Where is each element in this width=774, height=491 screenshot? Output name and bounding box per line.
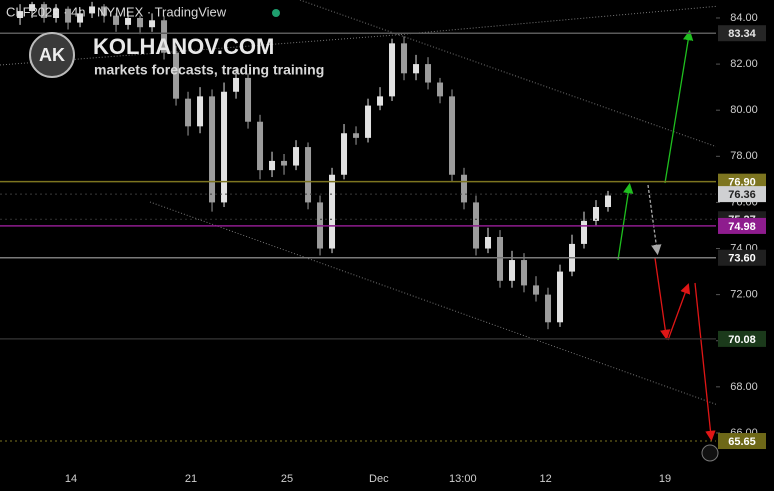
- y-tick-label: 84.00: [730, 12, 758, 24]
- candle-body: [41, 4, 48, 18]
- arrow-up: [667, 283, 691, 341]
- candle-body: [281, 160, 288, 166]
- candle-body: [29, 4, 36, 12]
- x-tick-label: 19: [659, 473, 671, 485]
- level-box: [718, 173, 766, 190]
- arrows: [617, 29, 716, 442]
- candle-body: [77, 13, 84, 23]
- y-tick-label: 72.00: [730, 289, 758, 301]
- y-tick-label: 68.00: [730, 381, 758, 393]
- candle-body: [125, 17, 132, 25]
- candle-body: [113, 15, 120, 25]
- candle-body: [149, 20, 156, 28]
- candle-body: [209, 96, 216, 203]
- tagline: markets forecasts, trading training: [94, 62, 324, 78]
- candle-body: [221, 91, 228, 203]
- candle-body: [17, 11, 24, 18]
- arrow-up: [664, 29, 694, 184]
- candle-body: [269, 160, 276, 171]
- channel-upper: [299, 0, 716, 148]
- candle-body: [305, 147, 312, 203]
- candles: [17, 1, 612, 330]
- arrow-down: [694, 282, 716, 442]
- trend-line: [394, 5, 716, 36]
- candle-body: [485, 236, 492, 249]
- replay-icon[interactable]: [701, 444, 719, 462]
- candle-body: [233, 77, 240, 92]
- candle-body: [293, 147, 300, 166]
- candle-body: [365, 105, 372, 138]
- candle-body: [65, 8, 72, 23]
- logo-text: AK: [39, 45, 65, 65]
- arrow-down: [647, 184, 662, 256]
- x-tick-label: 14: [65, 473, 77, 485]
- candle-body: [593, 207, 600, 221]
- level-box: [718, 217, 766, 234]
- brand: KOLHANOV.COM: [93, 34, 274, 59]
- candle-body: [137, 17, 144, 28]
- level-box: [718, 186, 766, 203]
- level-label: 73.60: [728, 253, 756, 265]
- x-tick-label: 12: [539, 473, 551, 485]
- candle-body: [401, 43, 408, 74]
- y-tick-label: 78.00: [730, 150, 758, 162]
- status-dot: [272, 9, 280, 17]
- x-tick-label: 25: [281, 473, 293, 485]
- candle-body: [413, 64, 420, 74]
- level-label: 70.08: [728, 334, 756, 346]
- level-box: [718, 433, 766, 450]
- x-tick-label: Dec: [369, 473, 389, 485]
- level-label: 65.65: [728, 436, 756, 448]
- candle-body: [101, 6, 108, 16]
- candle-body: [341, 133, 348, 175]
- candle-body: [581, 220, 588, 244]
- level-label: 76.36: [728, 189, 756, 201]
- candle-body: [377, 96, 384, 106]
- candle-body: [53, 8, 60, 18]
- candle-body: [257, 121, 264, 171]
- symbol-header: CLF2023 · 4h · NYMEX · TradingView: [6, 4, 227, 19]
- arrow-up: [617, 182, 634, 261]
- candle-body: [605, 195, 612, 208]
- candle-body: [497, 236, 504, 281]
- candle-body: [173, 52, 180, 99]
- candle-body: [329, 174, 336, 249]
- candle-body: [509, 260, 516, 281]
- candle-body: [533, 285, 540, 295]
- candle-body: [353, 133, 360, 138]
- y-tick-label: 80.00: [730, 104, 758, 116]
- candle-body: [161, 20, 168, 53]
- candle-body: [197, 96, 204, 127]
- level-box: [718, 249, 766, 266]
- level-box: [718, 25, 766, 42]
- candle-body: [245, 77, 252, 122]
- x-tick-label: 13:00: [449, 473, 477, 485]
- candle-body: [389, 43, 396, 97]
- candle-body: [89, 6, 96, 14]
- arrow-down: [654, 257, 671, 341]
- candle-body: [461, 174, 468, 203]
- candle-body: [521, 260, 528, 286]
- level-label: 83.34: [728, 28, 756, 40]
- candle-body: [425, 64, 432, 83]
- candle-body: [185, 98, 192, 127]
- candle-body: [545, 294, 552, 323]
- logo: [29, 32, 75, 78]
- x-tick-label: 21: [185, 473, 197, 485]
- level-label: 74.98: [728, 221, 756, 233]
- y-tick-label: 82.00: [730, 58, 758, 70]
- candle-body: [557, 271, 564, 323]
- candle-body: [437, 82, 444, 97]
- candle-body: [449, 96, 456, 175]
- level-label: 76.90: [728, 177, 756, 189]
- level-box: [718, 330, 766, 347]
